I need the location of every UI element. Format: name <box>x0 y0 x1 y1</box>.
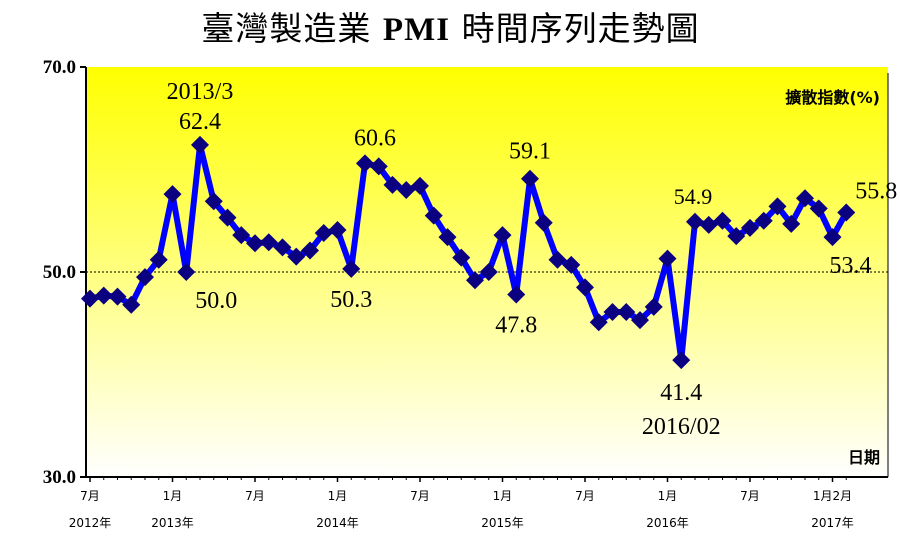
data-point <box>328 220 347 239</box>
data-point <box>672 351 691 370</box>
data-label: 60.6 <box>354 125 396 151</box>
data-point <box>507 285 526 304</box>
data-point <box>438 228 457 247</box>
data-point <box>356 154 374 173</box>
data-point <box>521 169 539 188</box>
x-tick-month: 1月2月 <box>813 489 852 503</box>
data-point <box>631 311 649 330</box>
data-point <box>301 241 319 260</box>
data-point <box>837 203 856 222</box>
x-tick-year: 2016年 <box>646 516 689 530</box>
y-tick-labels: 30.0 50.0 70.0 <box>43 57 76 488</box>
data-point <box>259 233 278 252</box>
x-tick-year: 2017年 <box>811 516 854 530</box>
data-point <box>94 286 113 305</box>
data-point <box>136 268 154 287</box>
y-axis-label: 擴散指數(%) <box>785 88 880 107</box>
data-point <box>273 238 292 257</box>
y-tick-label: 30.0 <box>43 467 76 488</box>
data-point <box>246 234 264 253</box>
x-tick-month: 7月 <box>575 489 595 503</box>
data-point <box>576 278 594 297</box>
data-point <box>617 302 636 321</box>
data-label: 62.4 <box>179 109 221 135</box>
x-tick-month: 1月 <box>493 489 513 503</box>
series-markers <box>81 135 856 370</box>
data-point <box>108 287 127 306</box>
x-tick-month: 1月 <box>658 489 678 503</box>
data-point <box>796 189 814 208</box>
x-tick-month: 7月 <box>245 489 265 503</box>
data-point <box>713 211 732 230</box>
data-label: 55.8 <box>855 179 897 205</box>
title-zh2: 時間序列走勢圖 <box>461 9 700 48</box>
data-point <box>287 247 306 266</box>
data-point <box>699 215 718 234</box>
x-tick-month: 7月 <box>740 489 760 503</box>
data-point <box>658 249 677 268</box>
data-point <box>149 250 168 269</box>
data-point <box>603 302 622 321</box>
data-point <box>644 297 663 316</box>
page-title: 臺灣製造業 PMI 時間序列走勢圖 <box>0 2 901 50</box>
x-tick-month: 1月 <box>328 489 348 503</box>
data-label: 41.4 <box>660 380 702 406</box>
data-label: 50.3 <box>330 287 372 313</box>
data-point <box>191 135 209 154</box>
data-label: 2013/3 <box>167 79 234 105</box>
x-tick-month: 7月 <box>410 489 430 503</box>
x-axis-label: 日期 <box>848 448 880 467</box>
data-label: 47.8 <box>495 313 537 339</box>
data-label: 50.0 <box>195 288 237 314</box>
data-point <box>754 211 773 230</box>
x-tick-year: 2014年 <box>316 516 359 530</box>
data-point <box>727 227 746 246</box>
data-point <box>314 224 333 243</box>
data-point <box>163 185 182 204</box>
data-point <box>479 263 498 281</box>
x-tick-year: 2012年 <box>69 516 112 530</box>
data-point <box>232 226 251 245</box>
title-en: PMI <box>382 12 451 48</box>
y-tick-label: 70.0 <box>43 57 76 78</box>
data-point <box>493 226 512 245</box>
data-point <box>562 255 581 274</box>
data-point <box>383 175 402 194</box>
x-tick-labels: 7月 2012年 1月 2013年 7月 1月 2014年 7月 1月 2015年 7月 1月 2016… <box>69 489 854 530</box>
data-label: 59.1 <box>509 139 551 165</box>
data-point <box>81 289 99 308</box>
x-tick-month: 7月 <box>80 489 100 503</box>
data-point <box>177 263 196 281</box>
annotations: 2013/3 62.4 50.0 60.6 50.3 59.1 47.8 54.9 41.4 20… <box>167 79 898 440</box>
y-tick-label: 50.0 <box>43 262 76 283</box>
data-point <box>218 208 237 227</box>
data-label: 53.4 <box>830 253 872 279</box>
data-point <box>204 192 223 211</box>
data-point <box>741 218 759 237</box>
data-point <box>369 157 388 176</box>
data-point <box>452 248 471 267</box>
data-point <box>342 259 361 278</box>
data-label: 2016/02 <box>642 414 721 440</box>
x-tick-year: 2013年 <box>151 516 194 530</box>
title-zh: 臺灣製造業 <box>201 9 372 48</box>
data-point <box>424 206 443 225</box>
data-point <box>122 295 141 314</box>
data-point <box>466 271 484 290</box>
data-point <box>534 213 553 232</box>
data-point <box>686 212 704 231</box>
data-point <box>548 250 567 269</box>
x-tick-year: 2015年 <box>481 516 524 530</box>
x-tick-month: 1月 <box>163 489 183 503</box>
data-point <box>782 214 801 233</box>
data-point <box>768 197 787 216</box>
data-point <box>823 228 842 247</box>
data-point <box>809 199 828 218</box>
data-point <box>397 181 416 199</box>
data-point <box>589 313 608 332</box>
data-point <box>411 176 429 195</box>
data-label: 54.9 <box>674 184 713 209</box>
